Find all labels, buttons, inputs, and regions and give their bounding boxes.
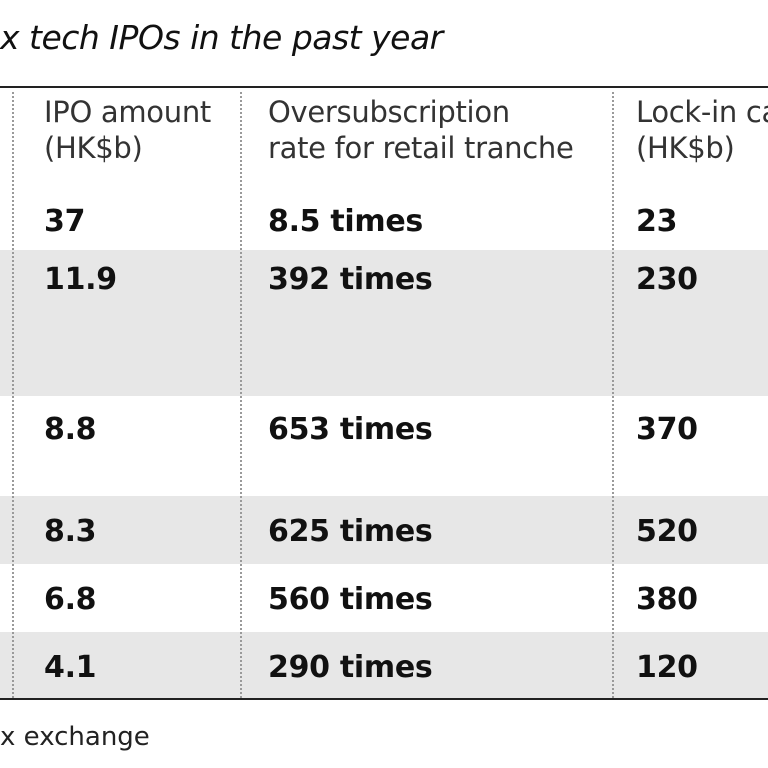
cell-lock-in: 23: [636, 204, 678, 239]
header-oversubscription: Oversubscription rate for retail tranche: [268, 94, 574, 166]
header-ipo-amount-line2: (HK$b): [44, 131, 143, 165]
cell-lock-in: 380: [636, 582, 698, 617]
table-row-shade: [0, 496, 768, 564]
top-rule: [0, 86, 768, 88]
header-ipo-amount-line1: IPO amount: [44, 95, 211, 129]
source-note: x exchange: [0, 722, 150, 752]
column-divider-2: [240, 92, 242, 698]
cell-oversubscription: 392 times: [268, 262, 433, 297]
header-lock-in-line1: Lock-in ca: [636, 95, 768, 129]
cell-oversubscription: 560 times: [268, 582, 433, 617]
table-title: x tech IPOs in the past year: [0, 18, 443, 57]
header-lock-in: Lock-in ca (HK$b): [636, 94, 768, 166]
header-ipo-amount: IPO amount (HK$b): [44, 94, 211, 166]
bottom-rule: [0, 698, 768, 700]
cell-ipo-amount: 37: [44, 204, 86, 239]
header-oversubscription-line2: rate for retail tranche: [268, 131, 574, 165]
cell-ipo-amount: 8.3: [44, 514, 97, 549]
table-row-shade: [0, 632, 768, 698]
cell-ipo-amount: 6.8: [44, 582, 97, 617]
header-lock-in-line2: (HK$b): [636, 131, 735, 165]
header-oversubscription-line1: Oversubscription: [268, 95, 510, 129]
cell-lock-in: 370: [636, 412, 698, 447]
cell-ipo-amount: 11.9: [44, 262, 117, 297]
cell-ipo-amount: 4.1: [44, 650, 97, 685]
cell-oversubscription: 653 times: [268, 412, 433, 447]
cell-lock-in: 120: [636, 650, 698, 685]
cell-oversubscription: 625 times: [268, 514, 433, 549]
column-divider-3: [612, 92, 614, 698]
table-row-shade: [0, 250, 768, 396]
cell-lock-in: 520: [636, 514, 698, 549]
cell-ipo-amount: 8.8: [44, 412, 97, 447]
cell-lock-in: 230: [636, 262, 698, 297]
cell-oversubscription: 8.5 times: [268, 204, 423, 239]
cell-oversubscription: 290 times: [268, 650, 433, 685]
column-divider-1: [12, 92, 14, 698]
